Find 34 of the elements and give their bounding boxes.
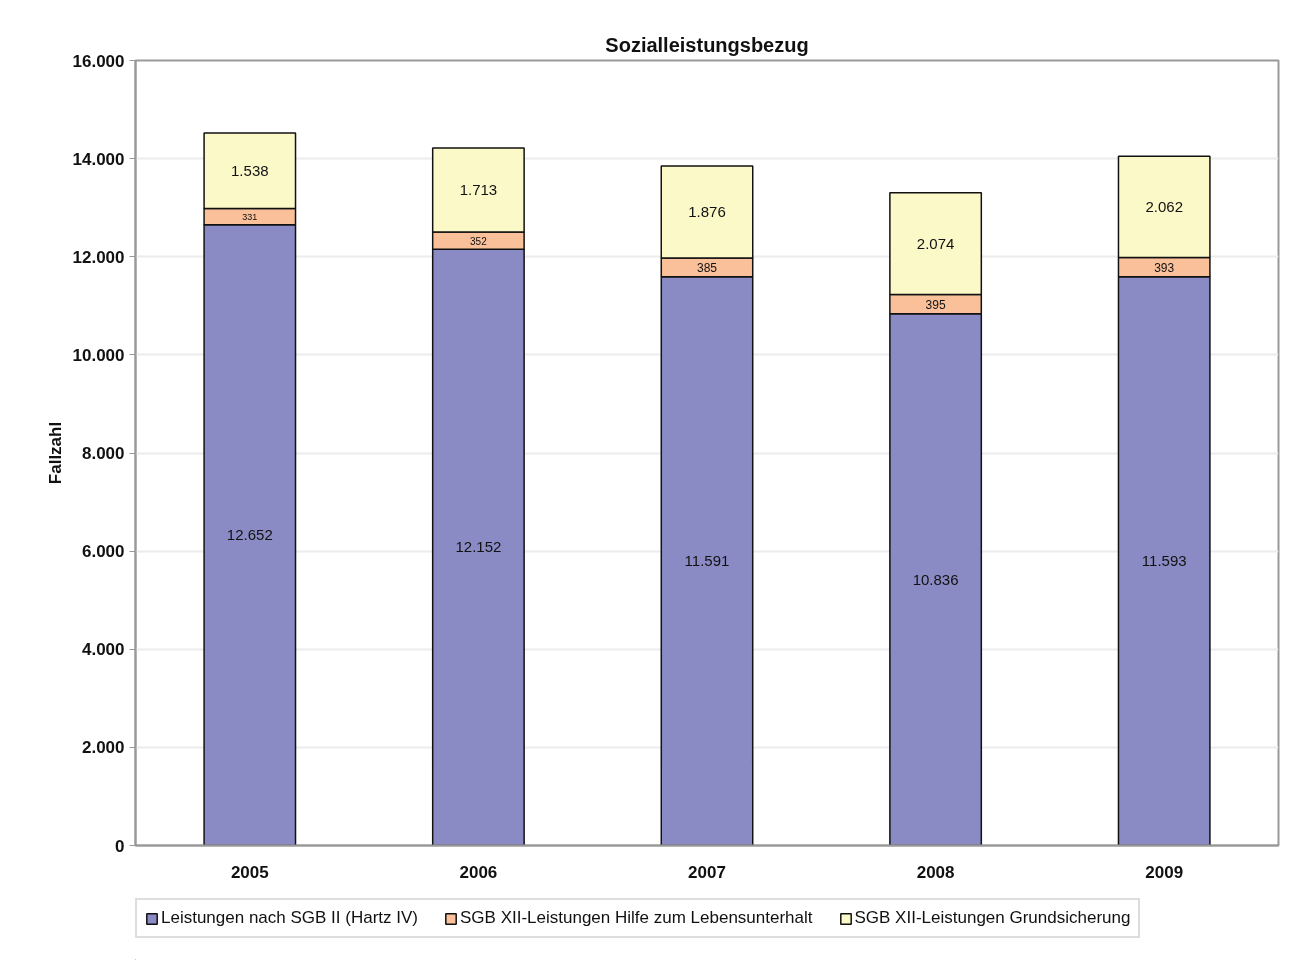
data-label: 2.074 (916, 234, 955, 252)
y-tick-label: 0 (115, 836, 125, 856)
y-tick-label: 10.000 (72, 345, 125, 365)
legend-label: SGB XII-Leistungen Hilfe zum Lebensunterhalt (460, 908, 813, 928)
data-label: 393 (1154, 260, 1175, 275)
chart-title: Sozialleistungsbezug (605, 33, 809, 56)
y-tick-label: 4.000 (81, 640, 125, 660)
data-label: 1.713 (459, 181, 498, 198)
data-label: 2.062 (1145, 197, 1183, 215)
x-tick-label: 2009 (1145, 862, 1184, 882)
data-label: 331 (242, 211, 258, 222)
data-label: 395 (925, 297, 946, 312)
data-label: 352 (470, 235, 488, 247)
y-tick-label: 16.000 (72, 51, 125, 71)
x-tick-label: 2006 (459, 862, 498, 882)
legend-label: SGB XII-Leistungen Grundsicherung (854, 908, 1131, 928)
x-tick-label: 2007 (688, 862, 726, 882)
data-label: 1.876 (688, 202, 726, 220)
x-tick-label: 2008 (916, 862, 955, 882)
data-label: 1.538 (231, 161, 269, 179)
data-label: 385 (696, 260, 718, 275)
y-tick-label: 12.000 (72, 247, 125, 267)
y-tick-label: 8.000 (81, 444, 125, 463)
data-label: 12.152 (455, 538, 502, 556)
x-tick-label: 2005 (230, 862, 269, 882)
data-label: 10.836 (912, 570, 959, 588)
data-label: 11.591 (684, 552, 730, 570)
y-axis-title: Fallzahl (45, 421, 65, 485)
y-tick-label: 14.000 (72, 149, 125, 169)
data-label: 11.593 (1141, 552, 1187, 570)
legend-label: Leistungen nach SGB II (Hartz IV) (161, 908, 419, 928)
y-tick-label: 2.000 (81, 738, 125, 758)
y-tick-label: 6.000 (81, 542, 125, 562)
data-label: 12.652 (226, 526, 273, 544)
